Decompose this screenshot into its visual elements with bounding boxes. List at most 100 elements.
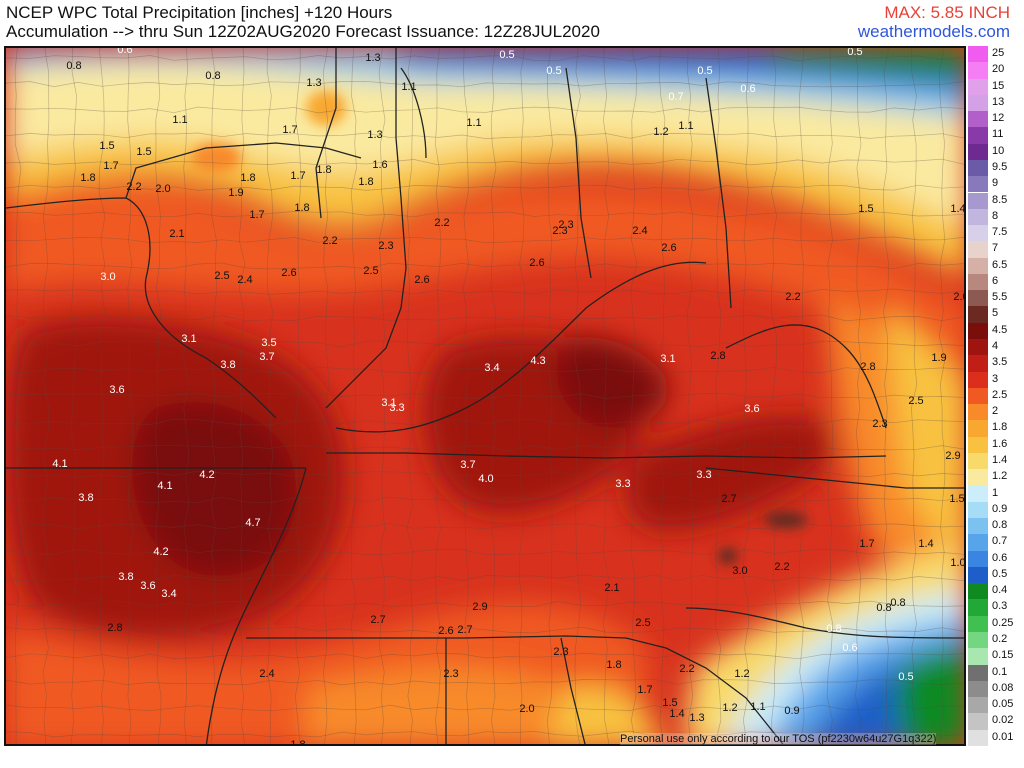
precip-value-label: 3.6 <box>744 403 759 415</box>
precip-value-label: 2.6 <box>281 267 296 279</box>
legend-label: 6 <box>992 274 999 287</box>
legend-label: 1 <box>992 486 999 499</box>
chart-header: NCEP WPC Total Precipitation [inches] +1… <box>0 0 1024 44</box>
legend-entry: 12 <box>968 111 1024 128</box>
legend-swatch <box>968 322 988 339</box>
legend-entry: 0.01 <box>968 729 1024 746</box>
legend-label: 0.9 <box>992 502 1008 515</box>
county-line <box>798 48 806 744</box>
legend-label: 1.4 <box>992 453 1008 466</box>
legend-entry: 1.8 <box>968 420 1024 437</box>
county-line <box>6 262 964 270</box>
precip-value-labels: 0.60.80.81.31.3 1.10.50.5 0.50.50.60.71.11… <box>52 48 966 746</box>
county-line <box>6 184 964 191</box>
precip-value-label: 0.5 <box>697 65 712 77</box>
county-line <box>6 366 964 374</box>
precip-value-label: 2.9 <box>472 601 487 613</box>
precip-value-label: 1.4 <box>669 708 684 720</box>
county-line <box>6 600 964 608</box>
county-line <box>127 48 134 744</box>
precip-value-label: 0.8 <box>205 70 220 82</box>
precip-value-label: 2.3 <box>558 219 573 231</box>
precip-value-label: 2.0 <box>155 183 170 195</box>
legend-swatch <box>968 111 988 128</box>
county-line <box>6 522 964 530</box>
county-line <box>350 48 357 744</box>
precip-value-label: 0.8 <box>876 602 891 614</box>
precip-value-label: 3.1 <box>381 397 396 409</box>
state-borders <box>6 48 964 744</box>
precip-value-label: 3.0 <box>732 565 747 577</box>
county-line <box>6 730 964 738</box>
legend-label: 4.5 <box>992 323 1008 336</box>
legend-entry: 0.1 <box>968 664 1024 681</box>
precip-value-label: 1.8 <box>80 172 95 184</box>
precip-value-label: 1.1 <box>401 81 416 93</box>
precip-value-label: 2.1 <box>604 582 619 594</box>
terms-of-service-note: Personal use only according to our TOS (… <box>620 733 937 745</box>
legend-label: 25 <box>992 47 1005 59</box>
legend-entry: 7 <box>968 241 1024 258</box>
precip-value-label: 1.2 <box>722 702 737 714</box>
legend-swatch <box>968 387 988 405</box>
legend-entry: 6.5 <box>968 257 1024 274</box>
legend-entry: 7.5 <box>968 225 1024 242</box>
precip-value-label: 1.5 <box>136 146 151 158</box>
legend-label: 0.15 <box>992 649 1014 662</box>
legend-swatch <box>968 46 988 63</box>
precipitation-map-canvas: 0.60.80.81.31.3 1.10.50.5 0.50.50.60.71.11… <box>6 48 966 746</box>
county-line <box>378 48 386 744</box>
precip-value-label: 1.5 <box>858 203 873 215</box>
precip-value-label: 4.1 <box>52 458 67 470</box>
county-line <box>770 48 778 744</box>
county-line <box>6 236 964 244</box>
precip-value-label: 2.9 <box>945 450 960 462</box>
precip-value-label: 0.9 <box>784 705 799 717</box>
legend-entry: 6 <box>968 273 1024 291</box>
legend-entry: 3 <box>968 371 1024 388</box>
legend-label: 0.5 <box>992 567 1008 580</box>
legend-label: 3.5 <box>992 356 1008 369</box>
precip-value-label: 0.5 <box>546 65 561 77</box>
precip-value-label: 3.6 <box>109 384 124 396</box>
precip-value-label: 4.0 <box>478 473 493 485</box>
legend-label: 0.7 <box>992 535 1008 548</box>
precipitation-map: 0.6 0.8 0.8 1.3 1.3 1.1 0.5 0.5 0.5 0.5 0.6 0.7 1.1 1… <box>4 46 966 746</box>
precip-value-label: 1.8 <box>294 202 309 214</box>
county-line <box>6 132 964 139</box>
county-line <box>938 48 946 744</box>
legend-entry: 0.8 <box>968 518 1024 535</box>
county-line <box>6 444 964 452</box>
precip-fields <box>6 48 964 744</box>
legend-swatch <box>968 306 988 323</box>
precip-value-label: 3.5 <box>261 337 276 349</box>
precip-value-label: 1.7 <box>859 538 874 550</box>
county-line <box>714 48 722 744</box>
legend-entry: 1 <box>968 485 1024 502</box>
precip-value-label: 2.0 <box>953 291 966 303</box>
precip-value-label: 2.3 <box>552 225 567 237</box>
precip-value-label: 2.5 <box>214 270 229 282</box>
county-line <box>155 48 162 744</box>
site-watermark: weathermodels.com <box>857 22 1010 41</box>
precip-value-label: 1.8 <box>290 739 305 746</box>
precip-value-label: 2.5 <box>363 265 378 277</box>
precip-value-label: 2.3 <box>443 668 458 680</box>
precip-value-label: 1.5 <box>662 697 677 709</box>
precip-value-label: 2.6 <box>661 242 676 254</box>
legend-swatch <box>968 713 988 730</box>
precip-value-label: 2.2 <box>679 663 694 675</box>
legend-label: 0.6 <box>992 551 1008 564</box>
precip-value-label: 2.8 <box>107 622 122 634</box>
legend-entry: 1.6 <box>968 436 1024 453</box>
county-line <box>490 48 497 744</box>
legend-swatch <box>968 420 988 437</box>
legend-label: 7 <box>992 242 999 255</box>
county-line <box>602 48 610 744</box>
legend-swatch <box>968 208 988 226</box>
legend-label: 0.08 <box>992 681 1014 694</box>
county-line <box>882 48 890 744</box>
legend-entry: 5.5 <box>968 290 1024 307</box>
legend-label: 4 <box>992 340 999 353</box>
precip-value-label: 1.7 <box>282 124 297 136</box>
